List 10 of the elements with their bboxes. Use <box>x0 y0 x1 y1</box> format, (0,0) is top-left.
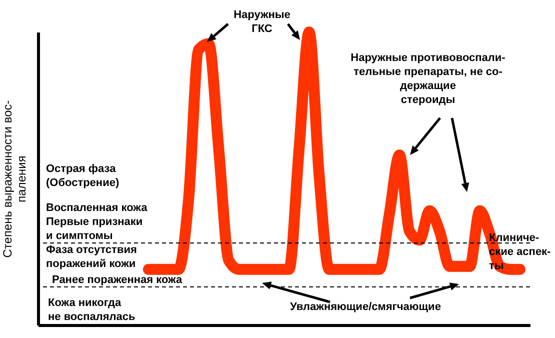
annotation: Наружные ГКС <box>234 8 290 36</box>
y-axis-title: Степень выраженности вос- паления <box>0 100 28 258</box>
annotation: Острая фаза (Обострение) <box>46 162 120 190</box>
annotation: Наружные противовоспали- тельные препараты, не со- держащие стероиды <box>350 51 506 107</box>
annotation: Первые признаки и симптомы <box>46 215 143 243</box>
annotation: Фаза отсутствия поражений кожи <box>46 243 137 271</box>
annotation: Ранее пораженная кожа <box>52 273 182 287</box>
annotation: Кожа никогда не воспалялась <box>48 296 136 324</box>
annotation: Воспаленная кожа <box>46 201 148 215</box>
annotation: Увлажняющие/смягчающие <box>290 300 441 314</box>
